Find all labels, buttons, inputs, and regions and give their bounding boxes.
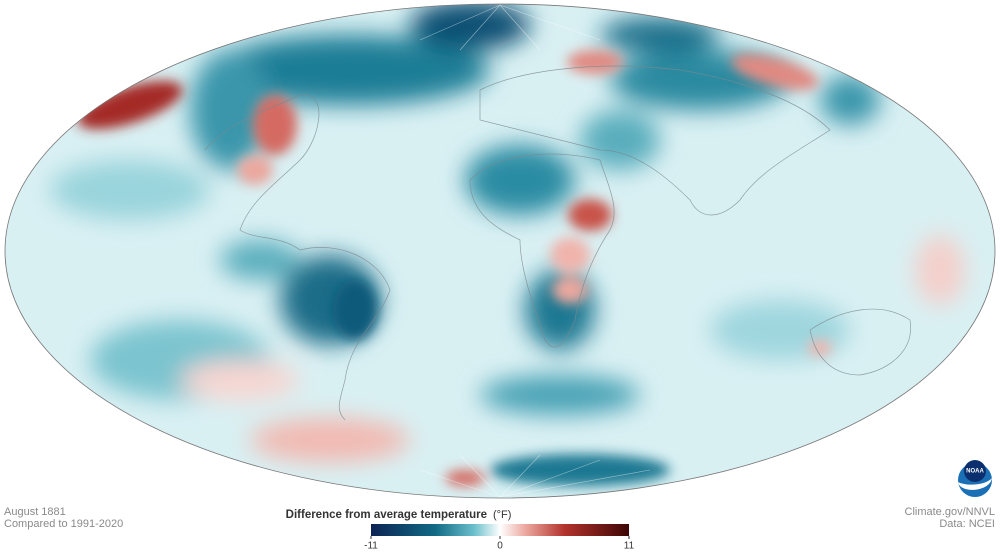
baseline: Compared to 1991-2020	[4, 518, 123, 530]
map	[5, 4, 995, 498]
color-scale	[371, 524, 629, 536]
legend: Difference from average temperature (°F)…	[286, 509, 635, 552]
date: August 1881	[4, 506, 66, 518]
credit: Climate.gov/NNVL	[905, 506, 995, 518]
map-outline	[4, 3, 996, 499]
legend-title: Difference from average temperature	[286, 509, 487, 521]
logo-text: NOAA	[966, 469, 984, 475]
tick-label: 11	[624, 541, 635, 552]
tick-label: -11	[364, 541, 378, 552]
noaa-logo: NOAA	[958, 460, 992, 497]
tick-label: 0	[497, 541, 503, 552]
legend-unit: (°F)	[493, 509, 511, 521]
source: Data: NCEI	[939, 518, 995, 530]
